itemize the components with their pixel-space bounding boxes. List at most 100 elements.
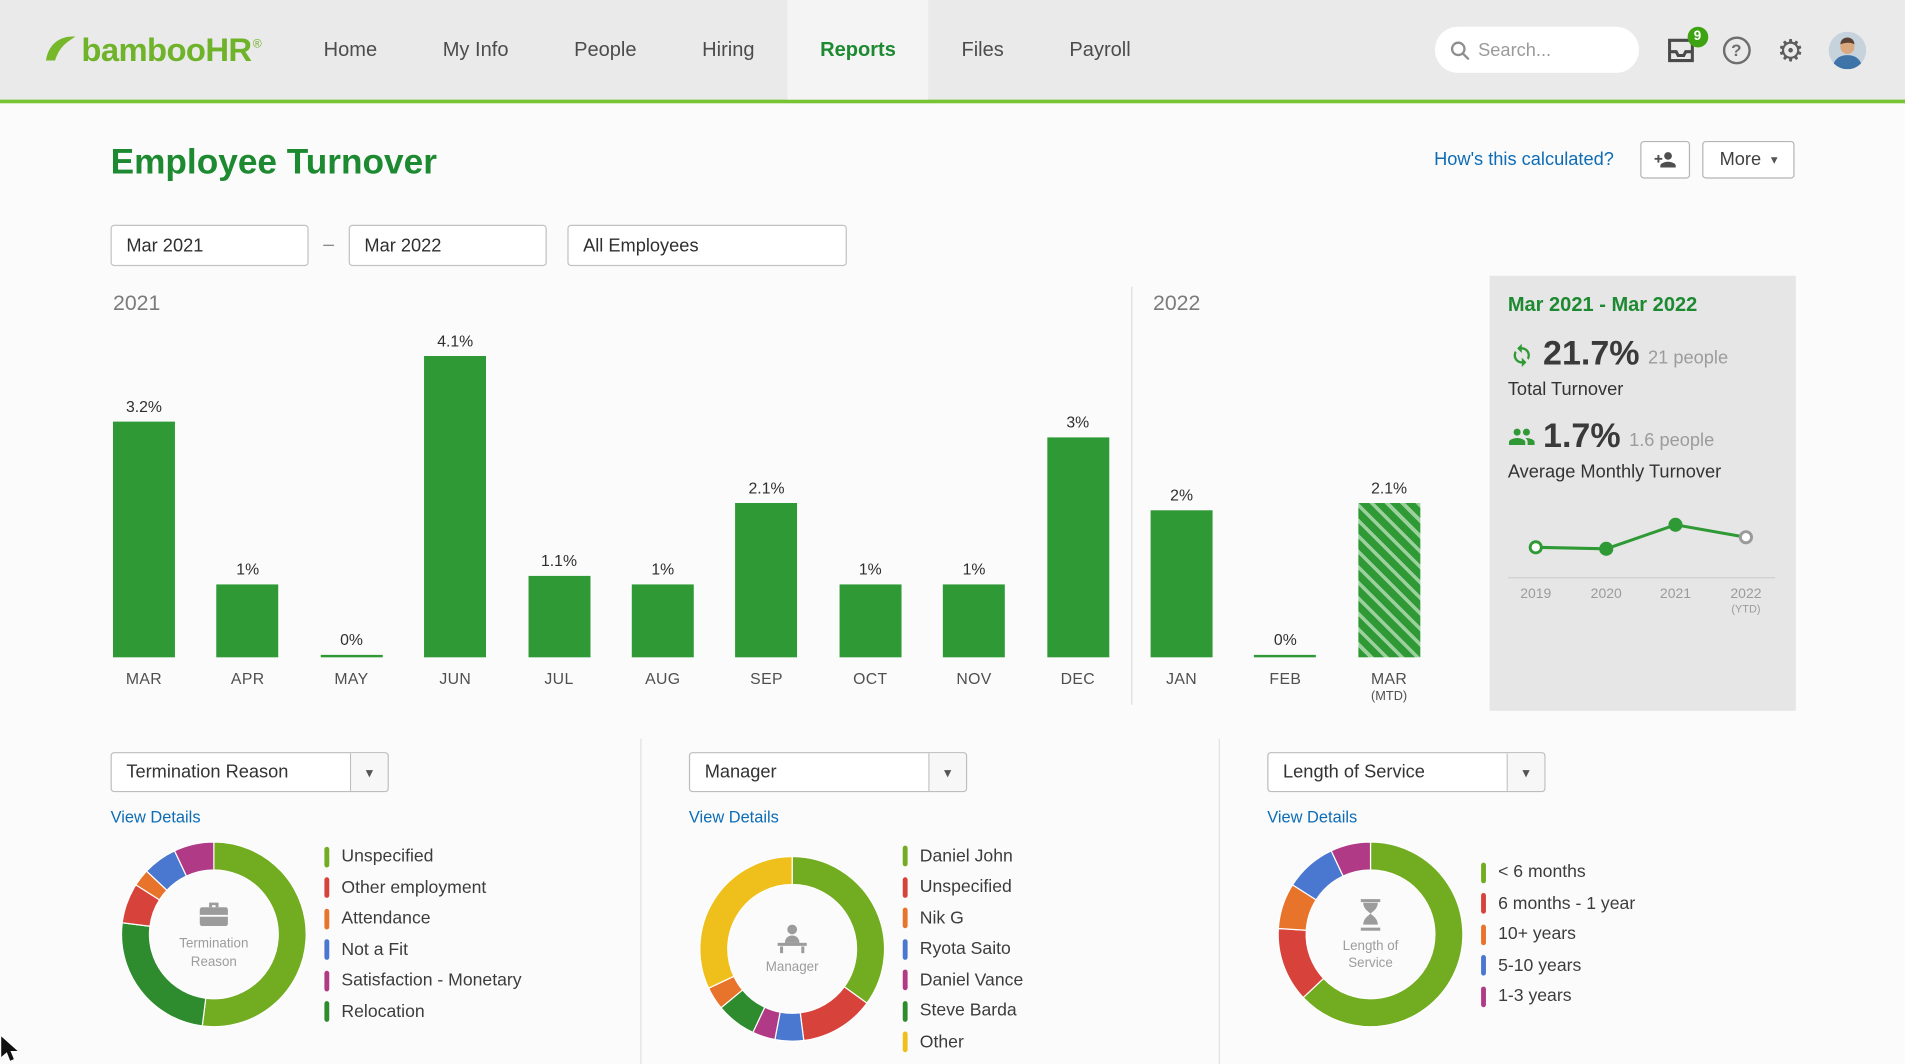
donut-slice-1-3-years[interactable] xyxy=(1330,841,1372,877)
top-nav: bamboo HR ® Home My Info People Hiring Reports… xyxy=(0,0,1905,104)
view-details-link[interactable]: View Details xyxy=(688,807,779,827)
donut-slice-daniel-john[interactable] xyxy=(791,856,886,1005)
bar-2021-sep[interactable] xyxy=(735,502,798,658)
bar-2021-dec[interactable] xyxy=(1046,436,1109,658)
legend-swatch xyxy=(1481,924,1486,945)
legend-swatch xyxy=(902,845,908,867)
settings-button[interactable]: ⚙ xyxy=(1777,35,1804,65)
bar-2022-feb[interactable] xyxy=(1254,654,1317,658)
donut-slice-satisfaction-monetary[interactable] xyxy=(173,841,215,877)
legend-item[interactable]: Other employment xyxy=(324,872,521,903)
bar-2021-jul[interactable] xyxy=(528,576,590,658)
legend-item[interactable]: Ryota Saito xyxy=(902,934,1024,965)
view-details-link[interactable]: View Details xyxy=(1267,807,1358,827)
user-avatar[interactable] xyxy=(1828,30,1867,69)
donut-chart-termination-reason: Termination Reason xyxy=(120,841,307,1028)
legend-item[interactable]: Daniel Vance xyxy=(902,965,1023,996)
total-turnover-label: Total Turnover xyxy=(1507,379,1624,400)
year-label-2022: 2022 xyxy=(1153,290,1201,315)
logo-leaf-icon xyxy=(46,35,76,60)
legend-swatch xyxy=(902,938,908,960)
legend-swatch xyxy=(324,1001,330,1023)
nav-item-files[interactable]: Files xyxy=(961,38,1004,61)
panel-length-of-service: Length of Service ▾ View Details Length … xyxy=(1267,752,1797,1028)
bamboohr-logo[interactable]: bamboo HR ® xyxy=(44,32,262,67)
bar-value-label: 1% xyxy=(962,559,986,578)
nav-item-hiring[interactable]: Hiring xyxy=(702,38,755,61)
bar-2021-oct[interactable] xyxy=(839,583,902,658)
bar-2021-nov[interactable] xyxy=(943,583,1006,658)
nav-item-payroll[interactable]: Payroll xyxy=(1069,38,1131,61)
trend-point-2022 xyxy=(1738,530,1754,545)
column-divider xyxy=(1218,738,1220,1064)
legend-swatch xyxy=(1481,954,1486,976)
legend-item[interactable]: Satisfaction - Monetary xyxy=(324,965,522,996)
bar-2022-jan[interactable] xyxy=(1150,510,1213,658)
legend-item[interactable]: < 6 months xyxy=(1481,857,1635,888)
termination-reason-dropdown[interactable]: Termination Reason ▾ xyxy=(110,752,389,793)
dropdown-selected-value: Length of Service xyxy=(1283,761,1425,783)
legend-item[interactable]: 10+ years xyxy=(1481,919,1635,950)
donut-slice-unspecified[interactable] xyxy=(201,841,307,1028)
bar-month-label: JUN xyxy=(439,669,472,688)
bar-2022-mar[interactable] xyxy=(1358,502,1421,658)
legend-swatch xyxy=(324,846,330,868)
hows-this-calculated-link[interactable]: How's this calculated? xyxy=(1434,149,1614,171)
bar-2021-may[interactable] xyxy=(320,654,383,658)
nav-item-people[interactable]: People xyxy=(574,38,637,61)
bar-month-label: MAR xyxy=(125,669,163,688)
nav-item-home[interactable]: Home xyxy=(323,38,378,61)
legend-item[interactable]: 5-10 years xyxy=(1481,950,1635,981)
bar-2021-aug[interactable] xyxy=(631,583,694,658)
panel-termination-reason: Termination Reason ▾ View Details Termin… xyxy=(110,752,641,1028)
bar-value-label: 1.1% xyxy=(540,552,578,571)
year-divider xyxy=(1131,286,1133,705)
share-report-button[interactable] xyxy=(1640,140,1691,179)
search-icon xyxy=(1450,40,1469,60)
logo-registered-mark: ® xyxy=(252,37,262,51)
legend-item[interactable]: Nik G xyxy=(902,903,1024,934)
inbox-button[interactable]: 9 xyxy=(1665,26,1708,64)
trend-axis-label: 2020 xyxy=(1590,586,1622,602)
legend-item[interactable]: Relocation xyxy=(324,996,521,1027)
donut-slice--6-months[interactable] xyxy=(1302,841,1464,1028)
legend-label: Other employment xyxy=(341,878,487,898)
more-button[interactable]: More ▾ xyxy=(1702,140,1795,179)
bar-month-label: AUG xyxy=(645,669,681,688)
nav-right: 9 ? ⚙ xyxy=(1434,26,1867,73)
help-button[interactable]: ? xyxy=(1722,35,1751,64)
legend-item[interactable]: Steve Barda xyxy=(902,996,1024,1027)
donut-slice-other[interactable] xyxy=(699,856,793,990)
search-box[interactable] xyxy=(1434,26,1639,73)
view-details-link[interactable]: View Details xyxy=(110,807,201,827)
bar-value-label: 0% xyxy=(340,629,363,649)
legend-label: Unspecified xyxy=(341,847,434,867)
donut-slice-relocation[interactable] xyxy=(120,922,207,1027)
bar-2021-mar[interactable] xyxy=(112,422,175,658)
legend-label: Not a Fit xyxy=(341,940,408,960)
legend-item[interactable]: Other xyxy=(902,1027,1024,1058)
bar-2021-jun[interactable] xyxy=(424,355,487,658)
employee-filter-input[interactable] xyxy=(567,224,847,267)
length-of-service-dropdown[interactable]: Length of Service ▾ xyxy=(1267,752,1546,793)
bar-value-label: 2.1% xyxy=(1371,478,1408,497)
legend-item[interactable]: Daniel John xyxy=(902,841,1024,872)
total-turnover-metric: 21.7% 21 people xyxy=(1508,336,1778,371)
legend-item[interactable]: Attendance xyxy=(324,903,521,934)
search-input[interactable] xyxy=(1478,39,1615,61)
legend-item[interactable]: Not a Fit xyxy=(324,934,521,965)
legend-item[interactable]: Unspecified xyxy=(902,872,1024,903)
start-date-input[interactable] xyxy=(110,224,309,267)
legend-item[interactable]: 1-3 years xyxy=(1481,981,1635,1012)
nav-item-my-info[interactable]: My Info xyxy=(442,38,509,61)
end-date-input[interactable] xyxy=(348,224,547,267)
nav-item-reports[interactable]: Reports xyxy=(787,0,929,100)
mouse-cursor xyxy=(1,1036,18,1061)
bar-2021-apr[interactable] xyxy=(216,583,279,658)
manager-dropdown[interactable]: Manager ▾ xyxy=(688,752,968,793)
legend-label: Other xyxy=(919,1032,964,1052)
trend-line xyxy=(1535,523,1747,551)
legend-item[interactable]: Unspecified xyxy=(324,841,521,872)
legend-item[interactable]: 6 months - 1 year xyxy=(1481,888,1635,919)
